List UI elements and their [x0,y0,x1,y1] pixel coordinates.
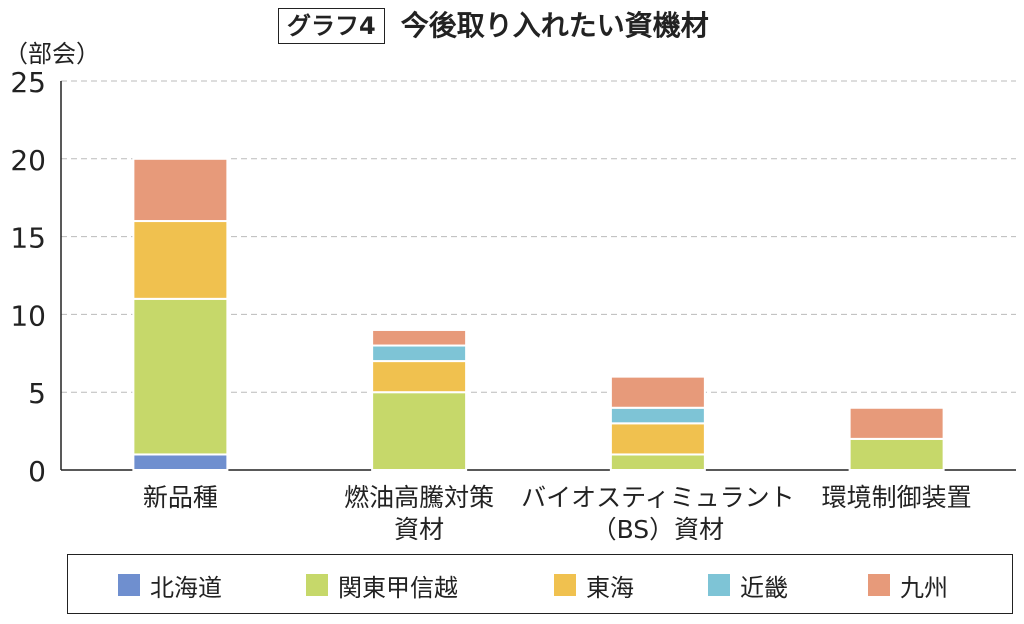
chart-title-box: グラフ4 [278,8,385,44]
bar-segment-2-4 [609,375,706,409]
legend-label-hokkaido: 北海道 [150,573,222,602]
y-tick-label-0: 0 [28,455,46,488]
legend-item-kyushu: 九州 [868,569,948,602]
legend-swatch-hokkaido [118,574,140,596]
x-tick-label-3-0: 環境制御装置 [822,483,972,512]
y-axis-unit-label: （部会） [4,40,100,68]
legend: 北海道 関東甲信越 東海 近畿 九州 [67,554,1013,614]
bar-segment-1-4 [371,328,468,347]
bar-segment-2-1 [609,453,706,472]
x-tick-label-2-1: （BS）資材 [592,515,725,544]
legend-swatch-tokai [554,574,576,596]
legend-item-kinki: 近畿 [708,569,788,602]
legend-label-kinki: 近畿 [740,573,788,602]
y-tick-label-25: 25 [10,66,46,99]
legend-item-kanto: 関東甲信越 [306,569,458,602]
y-tick-label-5: 5 [28,377,46,410]
legend-swatch-kanto [306,574,328,596]
legend-label-kanto: 関東甲信越 [338,573,458,602]
legend-item-hokkaido: 北海道 [118,569,222,602]
chart-title-text: 今後取り入れたい資機材 [400,9,709,42]
y-tick-label-20: 20 [10,144,46,177]
bar-segment-0-4 [132,157,229,223]
bar-segment-1-1 [371,391,468,472]
bar-segment-2-2 [609,422,706,456]
legend-swatch-kinki [708,574,730,596]
bar-segment-0-2 [132,220,229,300]
y-tick-label-15: 15 [10,222,46,255]
bar-segment-0-0 [132,453,229,472]
legend-item-tokai: 東海 [554,569,634,602]
chart-title: グラフ4 今後取り入れたい資機材 [278,6,709,46]
x-tick-label-1-0: 燃油高騰対策 [344,483,494,512]
bar-segment-1-3 [371,344,468,363]
y-tick-label-10: 10 [10,299,46,332]
legend-label-kyushu: 九州 [900,573,948,602]
x-tick-label-2-0: バイオスティミュラント [521,483,795,512]
bar-segment-1-2 [371,360,468,394]
bar-segment-3-4 [848,406,945,440]
legend-swatch-kyushu [868,574,890,596]
bar-segment-0-1 [132,297,229,456]
x-tick-label-1-1: 資材 [394,515,444,544]
x-tick-label-0-0: 新品種 [143,483,218,512]
legend-label-tokai: 東海 [586,573,634,602]
bar-segment-3-1 [848,437,945,472]
bar-segment-2-3 [609,406,706,425]
